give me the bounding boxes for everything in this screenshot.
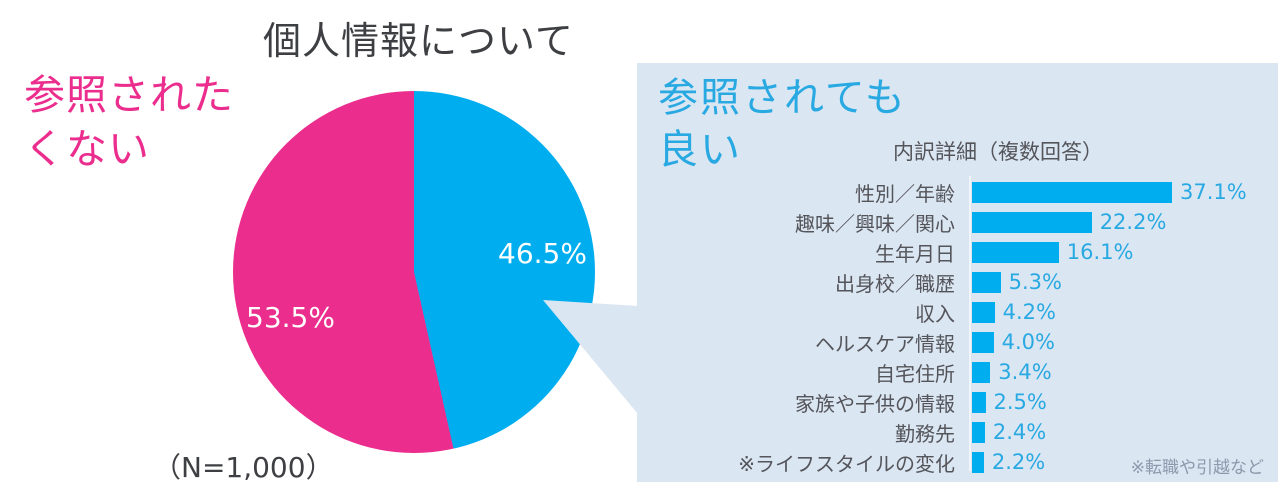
bar: [972, 331, 994, 353]
bar-value-label: 2.2%: [991, 450, 1046, 474]
bar-value-label: 4.0%: [1001, 330, 1055, 354]
bar-value-label: 5.3%: [1008, 270, 1062, 294]
bar-value-label: 2.4%: [992, 420, 1047, 444]
bar-category-label: 生年月日: [875, 241, 955, 266]
bar-category-label: 性別／年齢: [855, 181, 955, 206]
bar-value-label: 16.1%: [1066, 240, 1134, 264]
bar-value-label: 37.1%: [1180, 180, 1247, 204]
bar: [972, 211, 1092, 233]
pie-label-unwilling: 参照された くない: [24, 68, 234, 176]
bar: [972, 301, 995, 323]
bar-chart: 性別／年齢 37.1% 趣味／興味／関心 22.2% 生年月日 16.1% 出身校／職歴 5.…: [637, 177, 1278, 477]
bar: [972, 451, 984, 473]
bar: [972, 271, 1001, 293]
bar-row: 出身校／職歴 5.3%: [637, 267, 1278, 297]
bar: [972, 361, 991, 383]
bar-value-label: 22.2%: [1099, 210, 1167, 234]
pie-slice-value-willing: 46.5%: [498, 237, 587, 270]
bar: [972, 391, 986, 413]
main-title: 個人情報について: [263, 19, 574, 63]
bar-row: 家族や子供の情報 2.5%: [637, 387, 1278, 417]
bar-category-label: 勤務先: [895, 421, 955, 446]
bar-row: 生年月日 16.1%: [637, 237, 1278, 267]
bar-value-label: 2.5%: [993, 390, 1047, 414]
bar-category-label: ※ライフスタイルの変化: [738, 451, 955, 476]
pie-chart: 46.5% 53.5%: [233, 91, 595, 453]
pie-label-willing: 参照されても 良い: [658, 72, 907, 176]
bar-row: 収入 4.2%: [637, 297, 1278, 327]
pie-label-willing-line1: 参照されても: [658, 75, 907, 121]
bar: [972, 241, 1059, 263]
bar-category-label: ヘルスケア情報: [815, 331, 955, 356]
bar-category-label: 収入: [915, 301, 955, 326]
detail-panel: 参照されても 良い 内訳詳細（複数回答） 性別／年齢 37.1% 趣味／興味／関心 2…: [637, 63, 1278, 482]
sample-size-label: （N=1,000）: [153, 451, 334, 484]
bar-row: ヘルスケア情報 4.0%: [637, 327, 1278, 357]
bar: [972, 181, 1172, 203]
pie-label-unwilling-line2: くない: [24, 125, 150, 173]
bar-chart-title: 内訳詳細（複数回答）: [893, 140, 1103, 164]
bar-category-label: 趣味／興味／関心: [795, 211, 955, 236]
bar-category-label: 自宅住所: [875, 361, 955, 386]
pie-label-willing-line2: 良い: [658, 127, 742, 173]
bar-value-label: 4.2%: [1002, 300, 1056, 324]
bar-chart-footnote: ※転職や引越など: [1130, 458, 1264, 478]
pie-slice-value-unwilling: 53.5%: [246, 301, 335, 334]
pie-label-unwilling-line1: 参照された: [24, 71, 234, 119]
bar-value-label: 3.4%: [998, 360, 1052, 384]
bar-category-label: 出身校／職歴: [835, 271, 955, 296]
bar-row: 勤務先 2.4%: [637, 417, 1278, 447]
bar-row: 趣味／興味／関心 22.2%: [637, 207, 1278, 237]
bar-row: 性別／年齢 37.1%: [637, 177, 1278, 207]
bar-category-label: 家族や子供の情報: [795, 391, 955, 416]
bar-row: ※ライフスタイルの変化 2.2%: [637, 447, 1278, 477]
bar-chart-axis-line: [969, 176, 971, 471]
bar: [972, 421, 985, 443]
bar-row: 自宅住所 3.4%: [637, 357, 1278, 387]
